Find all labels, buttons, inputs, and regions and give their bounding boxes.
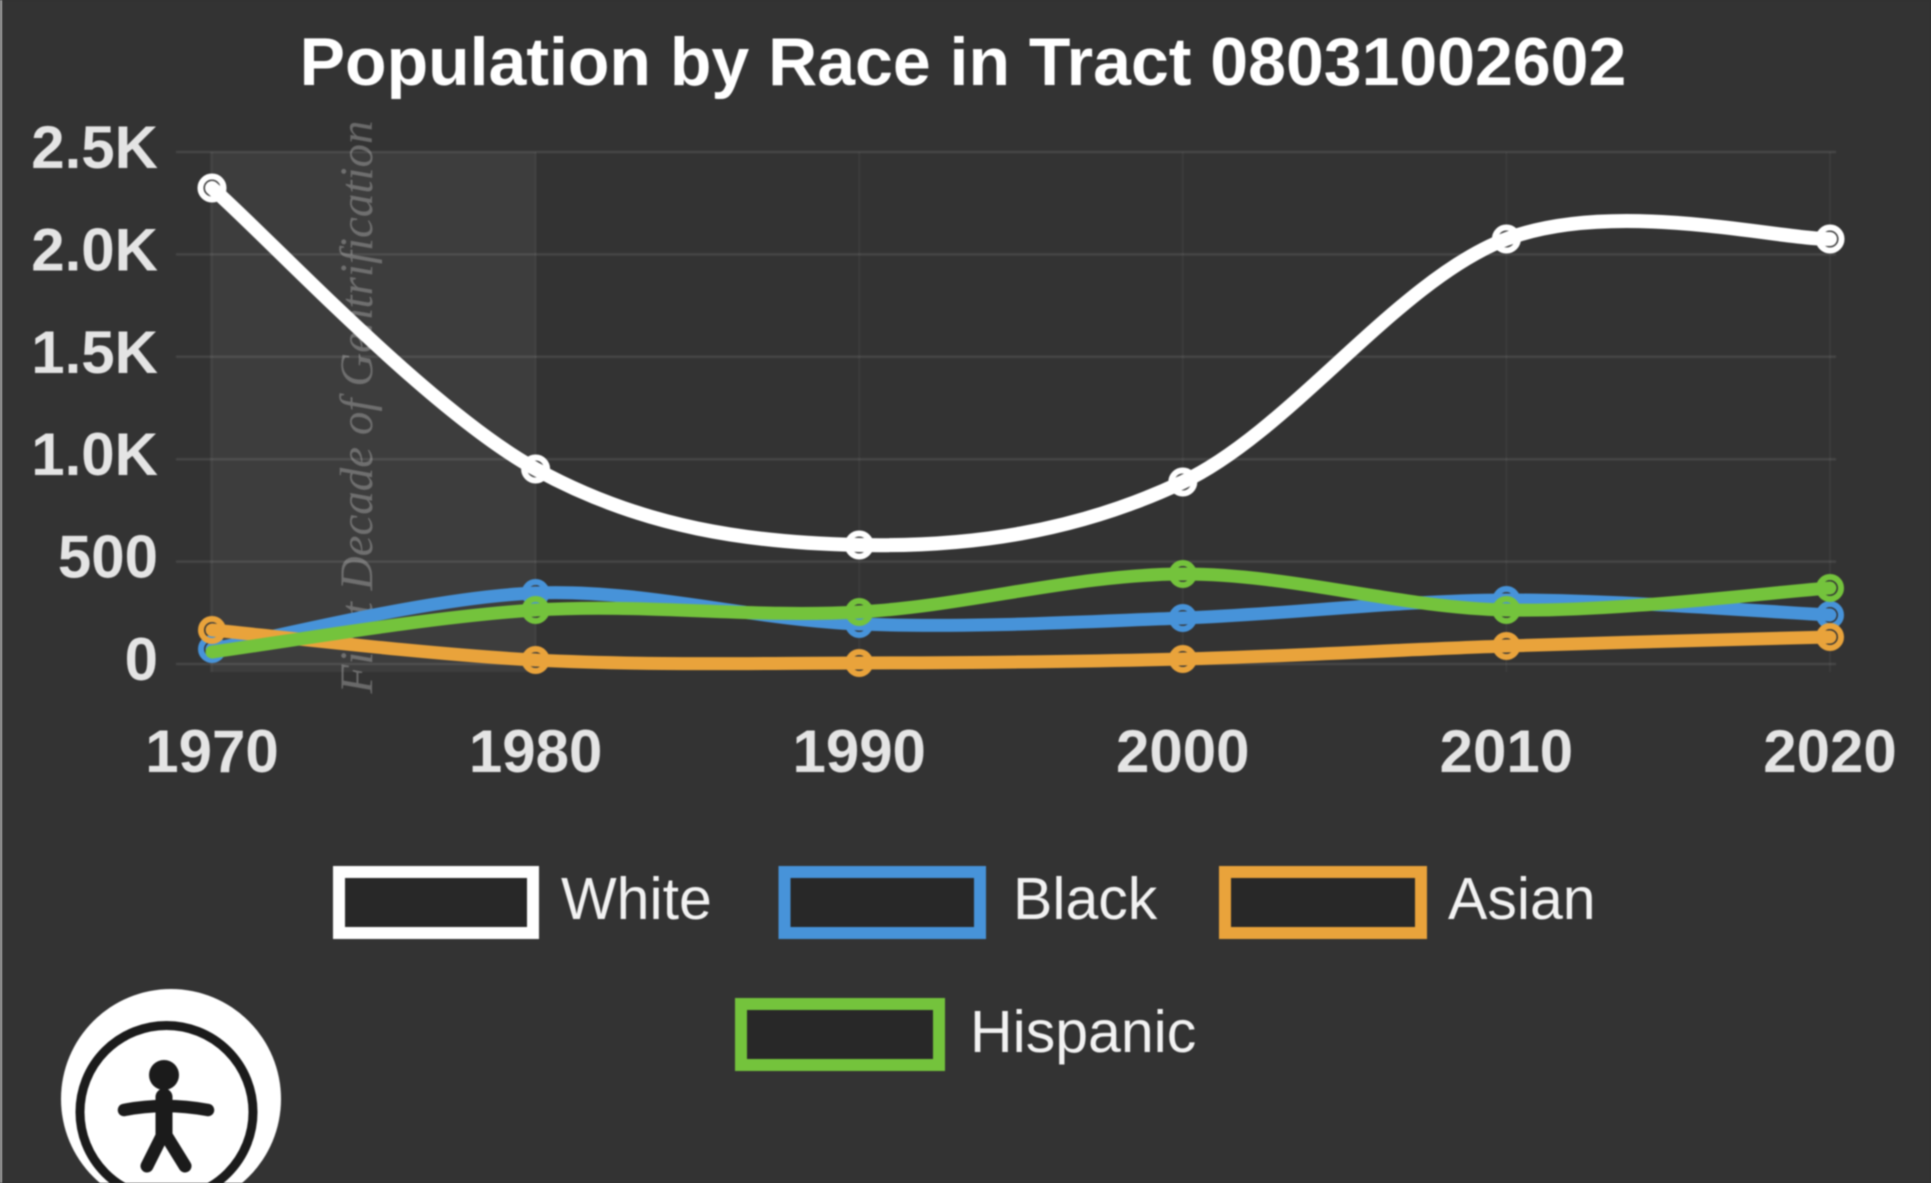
svg-text:0: 0 bbox=[125, 626, 158, 693]
svg-text:1980: 1980 bbox=[469, 718, 602, 785]
svg-text:White: White bbox=[561, 866, 712, 932]
svg-text:1.0K: 1.0K bbox=[31, 421, 158, 488]
svg-text:2000: 2000 bbox=[1116, 718, 1249, 785]
svg-text:1970: 1970 bbox=[145, 718, 278, 785]
svg-text:Hispanic: Hispanic bbox=[970, 999, 1196, 1065]
svg-text:First Decade of Gentrification: First Decade of Gentrification bbox=[331, 120, 383, 694]
svg-text:Population by Race in Tract 08: Population by Race in Tract 08031002602 bbox=[300, 24, 1627, 100]
svg-text:2020: 2020 bbox=[1763, 718, 1896, 785]
svg-text:1.5K: 1.5K bbox=[31, 319, 158, 386]
svg-text:500: 500 bbox=[58, 524, 158, 591]
svg-text:Black: Black bbox=[1013, 866, 1158, 932]
svg-text:Asian: Asian bbox=[1448, 866, 1596, 932]
svg-text:2010: 2010 bbox=[1440, 718, 1573, 785]
svg-text:1990: 1990 bbox=[792, 718, 925, 785]
svg-text:2.5K: 2.5K bbox=[31, 114, 158, 181]
svg-text:2.0K: 2.0K bbox=[31, 216, 158, 283]
